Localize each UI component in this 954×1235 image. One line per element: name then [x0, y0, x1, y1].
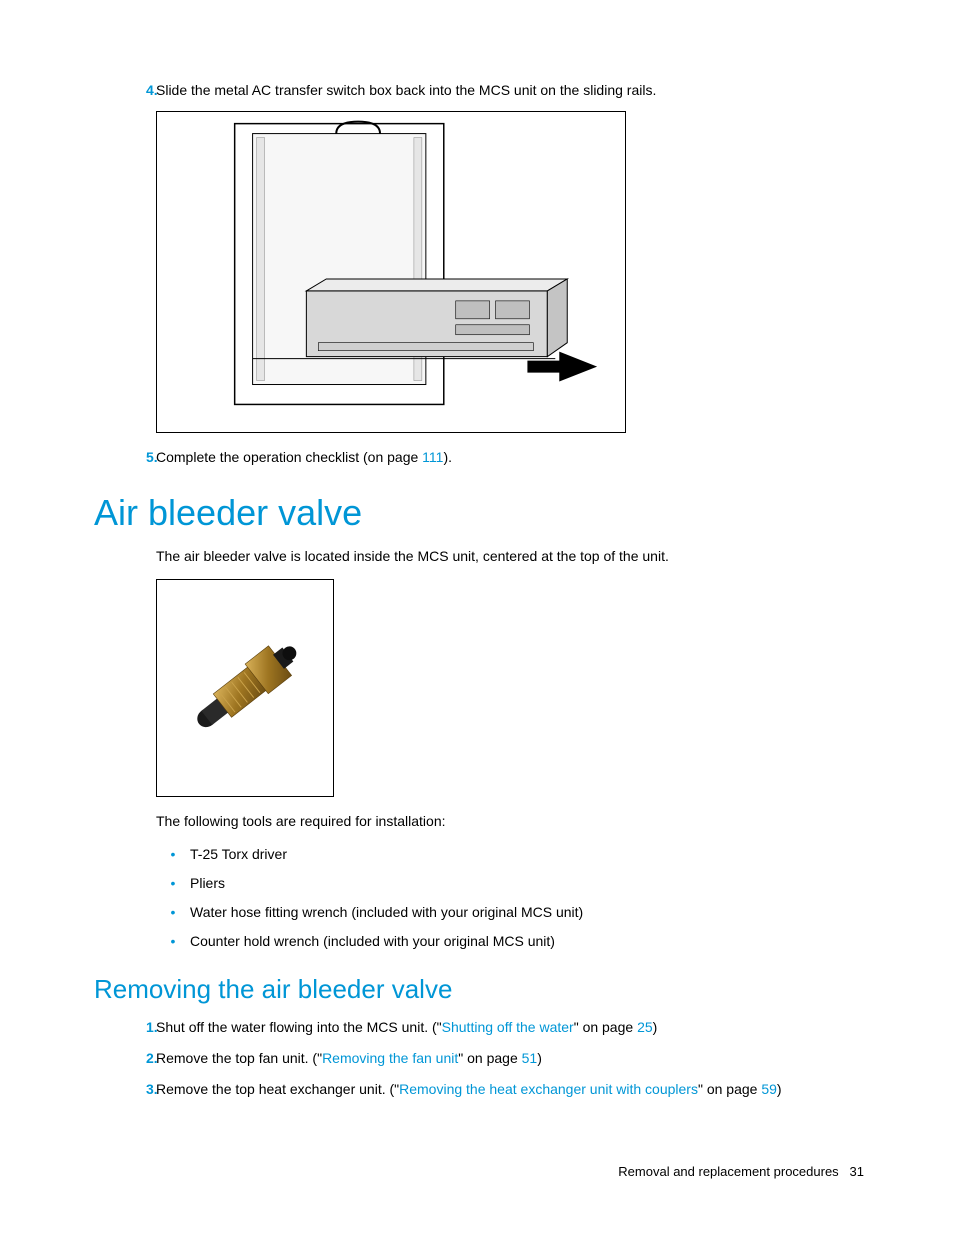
remove-step-2: 2. Remove the top fan unit. ("Removing t… — [110, 1048, 864, 1069]
figure-ac-switch-box — [156, 111, 626, 433]
bullet-icon: • — [156, 873, 190, 894]
remove-step-1-text: Shut off the water flowing into the MCS … — [156, 1017, 864, 1038]
tool-2-text: Pliers — [190, 873, 225, 894]
footer-section: Removal and replacement procedures — [618, 1164, 838, 1179]
remove-step-2-number: 2. — [110, 1048, 156, 1069]
link-shutting-off-water[interactable]: Shutting off the water — [442, 1019, 574, 1035]
bullet-icon: • — [156, 902, 190, 923]
tool-item-3: • Water hose fitting wrench (included wi… — [156, 902, 864, 923]
remove-step-3-text: Remove the top heat exchanger unit. ("Re… — [156, 1079, 864, 1100]
step-5-pre: Complete the operation checklist (on pag… — [156, 449, 422, 465]
tool-4-text: Counter hold wrench (included with your … — [190, 931, 555, 952]
tool-3-text: Water hose fitting wrench (included with… — [190, 902, 583, 923]
remove-step-2-text: Remove the top fan unit. ("Removing the … — [156, 1048, 864, 1069]
rs1-pre: Shut off the water flowing into the MCS … — [156, 1019, 442, 1035]
step-5: 5. Complete the operation checklist (on … — [110, 447, 864, 468]
tools-intro: The following tools are required for ins… — [156, 811, 864, 832]
rs1-mid: " on page — [574, 1019, 637, 1035]
page-footer: Removal and replacement procedures 31 — [618, 1164, 864, 1179]
link-page-59[interactable]: 59 — [761, 1081, 777, 1097]
tool-item-2: • Pliers — [156, 873, 864, 894]
tool-1-text: T-25 Torx driver — [190, 844, 287, 865]
rs3-pre: Remove the top heat exchanger unit. (" — [156, 1081, 399, 1097]
bullet-icon: • — [156, 844, 190, 865]
step-5-number: 5. — [110, 447, 156, 468]
tool-item-4: • Counter hold wrench (included with you… — [156, 931, 864, 952]
figure-air-bleeder-valve — [156, 579, 334, 797]
remove-step-3-number: 3. — [110, 1079, 156, 1100]
intro-paragraph: The air bleeder valve is located inside … — [156, 546, 864, 567]
rs1-post: ) — [653, 1019, 658, 1035]
bullet-icon: • — [156, 931, 190, 952]
step-4: 4. Slide the metal AC transfer switch bo… — [110, 80, 864, 101]
page-content: 4. Slide the metal AC transfer switch bo… — [110, 80, 864, 1100]
heading-air-bleeder-valve: Air bleeder valve — [94, 492, 864, 534]
remove-step-1-number: 1. — [110, 1017, 156, 1038]
rs2-pre: Remove the top fan unit. (" — [156, 1050, 322, 1066]
rs2-post: ) — [537, 1050, 542, 1066]
remove-step-3: 3. Remove the top heat exchanger unit. (… — [110, 1079, 864, 1100]
link-removing-heat-exchanger[interactable]: Removing the heat exchanger unit with co… — [399, 1081, 698, 1097]
step-4-number: 4. — [110, 80, 156, 101]
step-5-post: ). — [443, 449, 452, 465]
step-5-text: Complete the operation checklist (on pag… — [156, 447, 864, 468]
rs3-mid: " on page — [698, 1081, 761, 1097]
rs3-post: ) — [777, 1081, 782, 1097]
footer-page-number: 31 — [850, 1164, 864, 1179]
rs2-mid: " on page — [458, 1050, 521, 1066]
diagram-rack-insert — [157, 111, 625, 433]
step-4-text: Slide the metal AC transfer switch box b… — [156, 80, 864, 101]
photo-air-bleeder-valve — [157, 579, 333, 797]
heading-removing-air-bleeder-valve: Removing the air bleeder valve — [94, 974, 864, 1005]
link-page-51[interactable]: 51 — [522, 1050, 538, 1066]
link-page-111[interactable]: 111 — [422, 449, 443, 465]
remove-step-1: 1. Shut off the water flowing into the M… — [110, 1017, 864, 1038]
tool-item-1: • T-25 Torx driver — [156, 844, 864, 865]
link-removing-fan-unit[interactable]: Removing the fan unit — [322, 1050, 458, 1066]
link-page-25[interactable]: 25 — [637, 1019, 653, 1035]
